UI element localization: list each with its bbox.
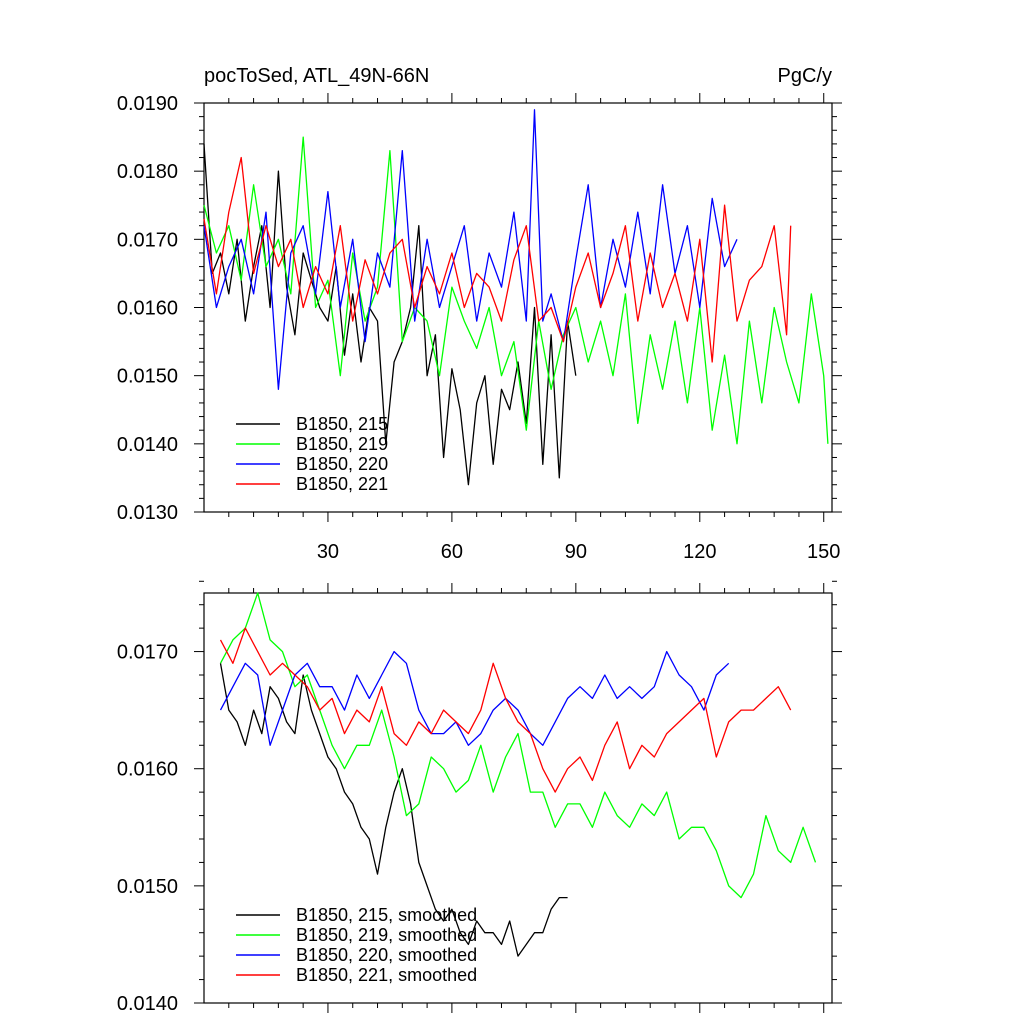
legend-label: B1850, 215 — [296, 414, 388, 434]
legend-label: B1850, 221 — [296, 474, 388, 494]
legend-label: B1850, 220 — [296, 454, 388, 474]
y-tick-label: 0.0170 — [117, 229, 178, 251]
series-line-1 — [219, 663, 568, 957]
x-tick-label: 30 — [317, 541, 339, 563]
x-tick-label: 150 — [807, 541, 840, 563]
legend-label: B1850, 215, smoothed — [296, 905, 477, 925]
y-tick-label: 0.0140 — [117, 993, 178, 1015]
y-tick-label: 0.0130 — [117, 502, 178, 524]
series-line-3 — [219, 650, 730, 746]
x-tick-label: 90 — [565, 541, 587, 563]
x-tick-label: 60 — [441, 541, 463, 563]
right-title: PgC/y — [778, 65, 832, 87]
series-line-3 — [203, 109, 738, 390]
series-line-4 — [219, 627, 792, 793]
series-line-1 — [203, 143, 577, 486]
top-panel: 30 60 90 120 150 0.0130 0.0140 0.0150 0.0160 0.01… — [117, 93, 842, 563]
y-tick-label: 0.0170 — [117, 642, 178, 664]
legend-label: B1850, 219 — [296, 434, 388, 454]
plot-frame — [203, 592, 833, 1004]
legend-label: B1850, 219, smoothed — [296, 925, 477, 945]
y-tick-label: 0.0160 — [117, 298, 178, 320]
series-line-4 — [203, 156, 792, 363]
y-tick-label: 0.0160 — [117, 759, 178, 781]
legend-label: B1850, 221, smoothed — [296, 965, 477, 985]
x-tick-label: 120 — [683, 541, 716, 563]
y-tick-label: 0.0180 — [117, 161, 178, 183]
bottom-panel: 0.0140 0.0150 0.0160 0.0170 B1850, 215, smoo… — [117, 580, 842, 1015]
y-tick-label: 0.0150 — [117, 366, 178, 388]
y-tick-label: 0.0190 — [117, 93, 178, 115]
y-tick-label: 0.0150 — [117, 876, 178, 898]
legend-label: B1850, 220, smoothed — [296, 945, 477, 965]
left-title: pocToSed, ATL_49N-66N — [204, 65, 429, 87]
series-line-2 — [219, 592, 817, 899]
y-tick-label: 0.0140 — [117, 434, 178, 456]
series-line-2 — [203, 136, 829, 445]
